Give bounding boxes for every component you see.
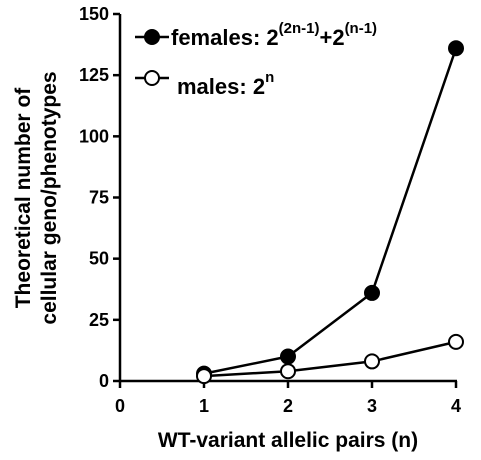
x-tick-label: 3 [367, 396, 377, 416]
data-point-series-0 [448, 40, 464, 57]
series-line-1 [203, 340, 457, 378]
x-tick-label: 1 [199, 396, 209, 416]
legend-entry-females: females: 2(2n-1)+2(n-1) [135, 20, 377, 50]
y-tick-label: 50 [89, 249, 109, 269]
y-axis-title-line-2: cellular geno/phenotypes [38, 71, 61, 324]
legend-label-females: females: 2(2n-1)+2(n-1) [171, 20, 377, 50]
legend-label-females-exp1: (2n-1) [279, 20, 320, 37]
legend-marker-filled-circle [144, 29, 160, 45]
y-tick-label: 100 [79, 126, 109, 146]
data-point-series-0 [364, 284, 380, 301]
legend-label-females-exp2: (n-1) [345, 20, 378, 37]
data-point-series-1 [280, 363, 296, 380]
legend-label-females-plus: +2 [319, 25, 344, 50]
data-point-series-0 [280, 348, 296, 365]
legend-marker-open-circle [144, 70, 160, 86]
legend-label-females-base: females: 2 [171, 25, 279, 50]
data-point-series-1 [448, 333, 464, 350]
x-tick-label: 4 [451, 396, 461, 416]
data-point-series-1 [196, 368, 212, 385]
x-tick-label: 0 [115, 396, 125, 416]
x-axis-ticks: 0 1 2 3 4 [115, 381, 461, 416]
y-tick-label: 150 [79, 4, 109, 24]
x-axis-title: WT-variant allelic pairs (n) [158, 429, 418, 452]
series-layer [196, 40, 464, 385]
y-tick-label: 125 [79, 65, 109, 85]
data-point-series-1 [364, 353, 380, 370]
series-line-0 [203, 47, 458, 375]
y-axis-title-line-1: Theoretical number of [12, 87, 35, 309]
legend-label-males-exp: n [265, 69, 274, 86]
y-axis-ticks: 0 25 50 75 100 125 150 [79, 4, 120, 391]
y-tick-label: 25 [89, 310, 109, 330]
y-tick-label: 0 [99, 371, 109, 391]
x-tick-label: 2 [283, 396, 293, 416]
legend-label-males-base: males: 2 [177, 74, 265, 99]
legend-entry-males: males: 2n [135, 69, 274, 99]
legend-label-males: males: 2n [177, 69, 274, 99]
y-tick-label: 75 [89, 188, 109, 208]
legend: females: 2(2n-1)+2(n-1) males: 2n [135, 20, 377, 99]
